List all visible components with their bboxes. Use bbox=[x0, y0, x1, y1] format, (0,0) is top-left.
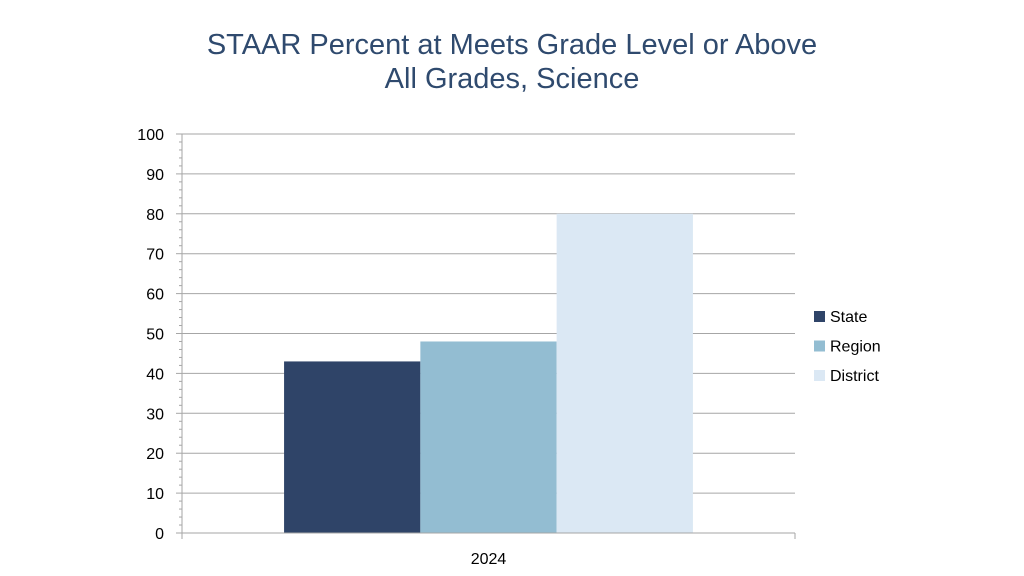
x-tick-label: 2024 bbox=[471, 551, 507, 568]
legend-label-region: Region bbox=[830, 339, 881, 356]
chart-subtitle: All Grades, Science bbox=[384, 63, 640, 95]
legend-swatch-region bbox=[814, 340, 825, 352]
bar-region bbox=[420, 341, 557, 533]
y-tick-label: 40 bbox=[146, 366, 164, 383]
x-axis: 2024 bbox=[181, 532, 796, 568]
y-tick-label: 30 bbox=[146, 406, 164, 423]
legend-label-district: District bbox=[830, 368, 879, 385]
y-tick-label: 10 bbox=[146, 486, 164, 503]
legend: State Region District bbox=[814, 309, 881, 385]
legend-label-state: State bbox=[830, 309, 867, 326]
y-tick-label: 60 bbox=[146, 287, 164, 304]
y-tick-label: 70 bbox=[146, 247, 164, 264]
legend-swatch-state bbox=[814, 311, 825, 322]
y-tick-label: 0 bbox=[155, 526, 164, 543]
legend-swatch-district bbox=[814, 370, 825, 381]
y-tick-label: 90 bbox=[146, 167, 164, 184]
bar-district bbox=[556, 213, 693, 534]
y-tick-label: 20 bbox=[146, 446, 164, 463]
y-tick-label: 80 bbox=[146, 207, 164, 224]
chart-title: STAAR Percent at Meets Grade Level or Ab… bbox=[206, 29, 818, 61]
y-tick-label: 50 bbox=[146, 327, 164, 344]
bar-state bbox=[284, 361, 421, 533]
y-axis: 0 10 20 30 40 50 60 70 80 90 100 bbox=[137, 127, 183, 543]
chart-title-block: STAAR Percent at Meets Grade Level or Ab… bbox=[0, 28, 1024, 96]
y-tick-label: 100 bbox=[137, 127, 164, 144]
bars bbox=[284, 213, 693, 534]
